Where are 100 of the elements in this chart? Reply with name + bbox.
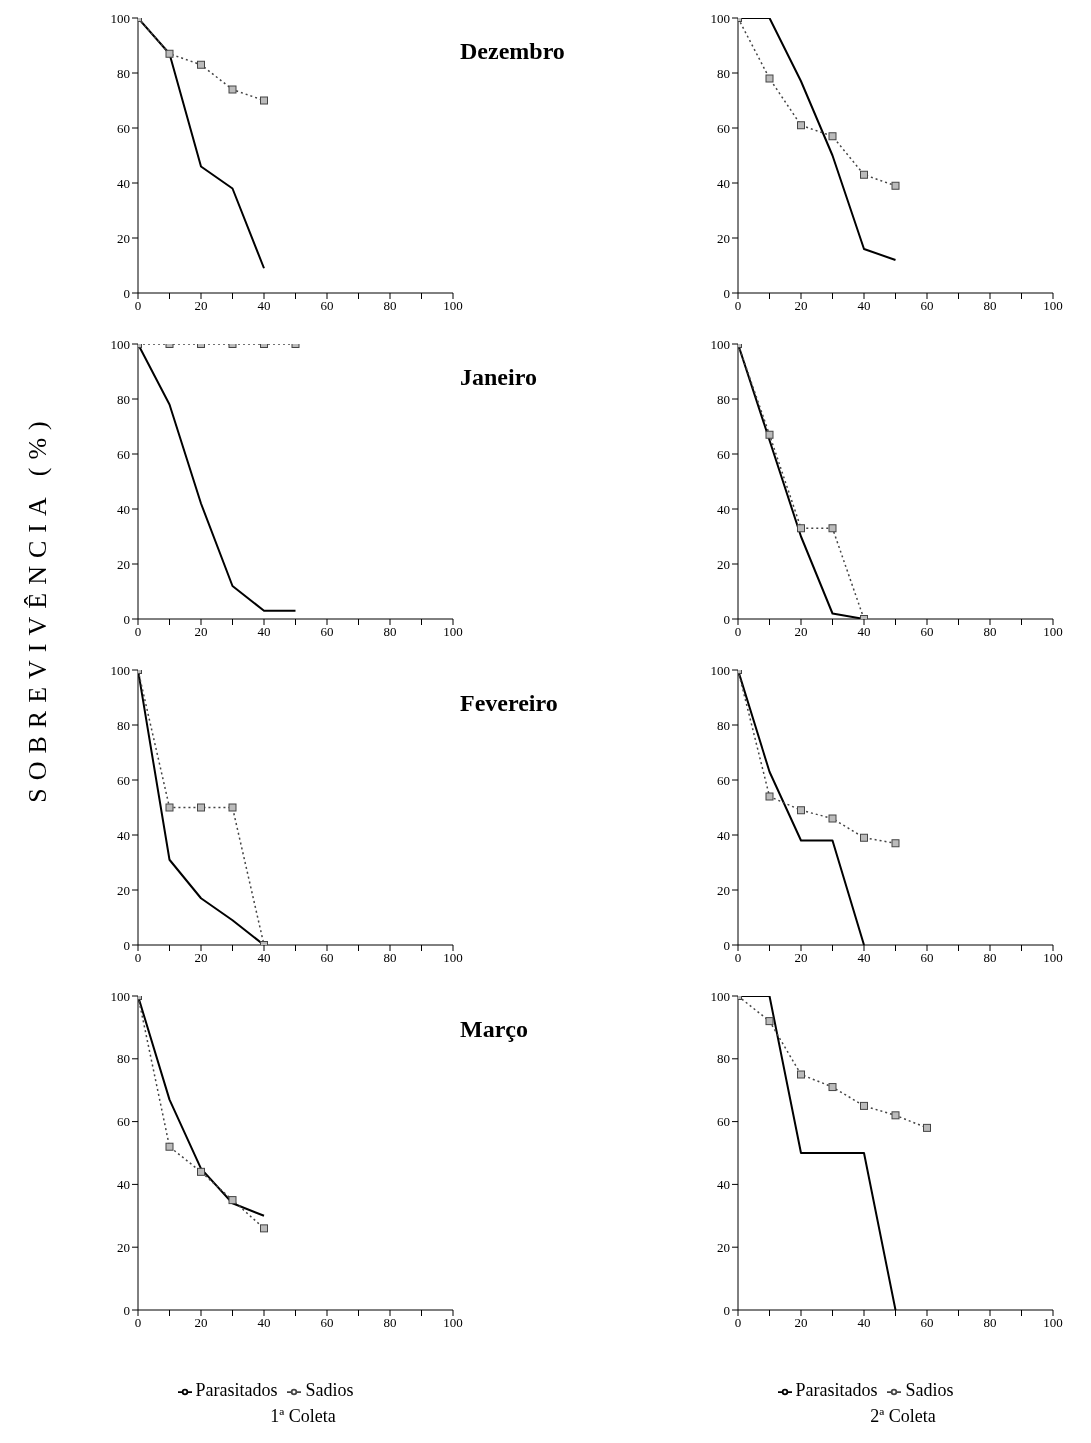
y-tick-label: 20 [117,556,130,572]
text: Fevereiro [460,690,559,717]
point [860,833,868,842]
y-tick-label: 60 [717,1114,730,1130]
point [797,1070,805,1079]
point [765,792,774,801]
y-tick-label: 20 [717,230,730,246]
point [228,1196,237,1205]
x-tick-label: 20 [194,1315,208,1331]
y-tick-label: 100 [710,10,730,26]
x-tick-label: 40 [857,298,871,314]
x-tick-label: 60 [920,624,934,640]
y-tick-label: 20 [117,230,130,246]
point [228,85,237,94]
x-tick-label: 0 [134,624,142,640]
point [891,839,900,848]
x-tick-label: 60 [920,298,934,314]
y-tick-label: 40 [117,175,130,191]
point [828,1083,837,1092]
x-tick-label: 100 [1043,950,1063,966]
y-tick-label: 20 [117,882,130,898]
x-tick-label: 80 [983,298,997,314]
y-tick-label: 40 [117,501,130,517]
y-tick-label: 80 [117,717,130,733]
x-tick-label: 100 [1043,298,1063,314]
y-tick-label: 100 [110,662,130,678]
y-tick-label: 80 [117,1051,130,1067]
y-tick-label: 20 [717,1239,730,1255]
x-tick-label: 80 [983,624,997,640]
text: Janeiro [460,364,538,391]
x-tick-label: 60 [920,1315,934,1331]
x-tick-label: 0 [134,1315,142,1331]
x-tick-label: 80 [383,950,397,966]
point [197,803,205,812]
x-tick-label: 100 [443,1315,463,1331]
x-tick-label: 80 [983,950,997,966]
y-tick-label: 80 [117,65,130,81]
y-tick-label: 100 [110,10,130,26]
y-tick-label: 80 [717,391,730,407]
y-tick-label: 0 [723,285,730,301]
y-tick-label: 100 [710,336,730,352]
x-tick-label: 0 [734,950,742,966]
point [860,1101,868,1110]
y-tick-label: 0 [723,611,730,627]
x-tick-label: 20 [194,624,208,640]
x-tick-label: 100 [443,950,463,966]
x-tick-label: 60 [320,950,334,966]
text: 2ª Coleta [869,1406,937,1427]
point [891,181,900,190]
y-tick-label: 100 [110,988,130,1004]
x-tick-label: 40 [257,1315,271,1331]
point [765,74,774,83]
point [197,1167,205,1176]
point [797,806,805,815]
point [765,430,774,439]
y-tick-label: 100 [710,988,730,1004]
x-tick-label: 20 [794,624,808,640]
text: Dezembro [460,38,566,65]
x-tick-label: 20 [194,298,208,314]
y-tick-label: 0 [123,937,130,953]
x-tick-label: 60 [320,298,334,314]
legend-label: Sadios [905,1380,954,1400]
x-tick-label: 100 [443,624,463,640]
x-tick-label: 60 [920,950,934,966]
x-tick-label: 80 [983,1315,997,1331]
legend-label: Parasitados [795,1380,878,1400]
y-tick-label: 100 [710,662,730,678]
y-tick-label: 40 [117,827,130,843]
y-tick-label: 0 [123,1302,130,1318]
legend-label: Parasitados [195,1380,278,1400]
y-tick-label: 40 [717,1177,730,1193]
y-tick-label: 80 [717,65,730,81]
text: 1ª Coleta [269,1406,337,1427]
y-tick-label: 40 [717,175,730,191]
point [828,524,837,533]
x-tick-label: 100 [443,298,463,314]
point [797,121,805,130]
x-tick-label: 80 [383,298,397,314]
x-tick-label: 0 [734,624,742,640]
y-tick-label: 80 [717,717,730,733]
x-tick-label: 40 [257,298,271,314]
y-tick-label: 0 [723,937,730,953]
x-tick-label: 60 [320,1315,334,1331]
y-tick-label: 40 [717,827,730,843]
point [828,814,837,823]
x-tick-label: 40 [257,950,271,966]
y-tick-label: 60 [717,772,730,788]
y-tick-label: 60 [117,446,130,462]
point [165,1142,174,1151]
x-tick-label: 40 [857,1315,871,1331]
x-tick-label: 60 [320,624,334,640]
y-tick-label: 60 [717,446,730,462]
x-tick-label: 0 [734,298,742,314]
y-tick-label: 60 [117,120,130,136]
point [165,803,174,812]
point [197,60,205,69]
x-tick-label: 20 [794,298,808,314]
x-tick-label: 0 [134,950,142,966]
x-tick-label: 40 [857,624,871,640]
y-tick-label: 20 [717,882,730,898]
